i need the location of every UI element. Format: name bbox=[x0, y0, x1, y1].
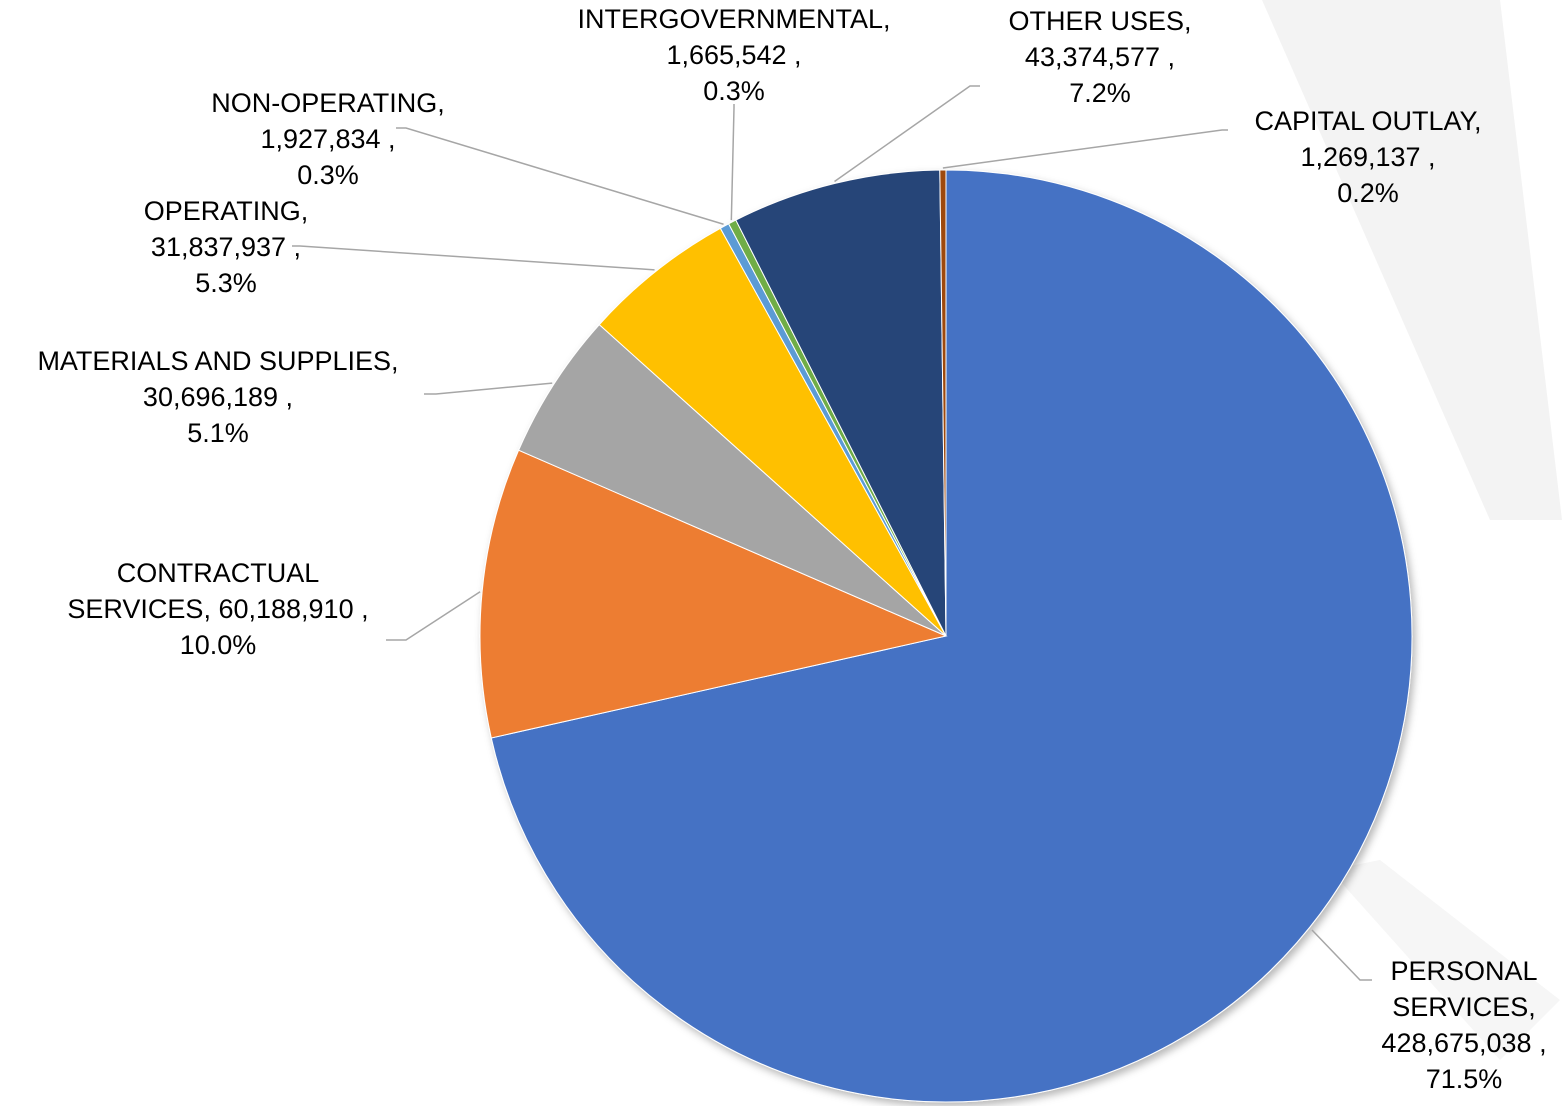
data-label-line: 0.2% bbox=[1337, 178, 1399, 208]
data-label-line: PERSONAL bbox=[1390, 956, 1537, 986]
data-label-line: 10.0% bbox=[180, 630, 257, 660]
data-label-line: NON-OPERATING, bbox=[211, 88, 445, 118]
data-label-line: 1,269,137 , bbox=[1300, 142, 1435, 172]
data-label-line: 7.2% bbox=[1069, 78, 1131, 108]
data-label-personal-services: PERSONAL SERVICES, 428,675,038 , 71.5% bbox=[1381, 956, 1546, 1094]
data-label-line: 71.5% bbox=[1426, 1064, 1503, 1094]
pie-slice-capital-outlay bbox=[939, 169, 947, 637]
data-label-line: 30,696,189 , bbox=[143, 382, 293, 412]
data-labels-layer: PERSONAL SERVICES, 428,675,038 , 71.5% CONTR… bbox=[37, 4, 1546, 1094]
data-label-line: MATERIALS AND SUPPLIES, bbox=[37, 346, 398, 376]
leader-lines-layer bbox=[292, 85, 1372, 981]
pie-slice-other-uses bbox=[735, 169, 947, 637]
leader-line-contractual-services bbox=[386, 591, 481, 641]
data-label-capital-outlay: CAPITAL OUTLAY, 1,269,137 , 0.2% bbox=[1254, 106, 1481, 208]
leader-line-capital-outlay bbox=[942, 129, 1228, 169]
data-label-line: 0.3% bbox=[297, 160, 359, 190]
data-label-line: SERVICES, bbox=[1392, 992, 1536, 1022]
data-label-line: SERVICES, 60,188,910 , bbox=[67, 594, 368, 624]
watermark-shape-lower bbox=[1330, 860, 1560, 1060]
leader-line-non-operating bbox=[396, 127, 724, 225]
data-label-line: CAPITAL OUTLAY, bbox=[1254, 106, 1481, 136]
data-label-contractual-services: CONTRACTUAL SERVICES, 60,188,910 , 10.0% bbox=[67, 558, 368, 660]
data-label-line: 1,927,834 , bbox=[260, 124, 395, 154]
leader-line-materials-and-supplies bbox=[424, 382, 553, 395]
data-label-operating: OPERATING, 31,837,937 , 5.3% bbox=[144, 196, 309, 298]
pie-slice-materials-and-supplies bbox=[517, 323, 947, 637]
leader-line-intergovernmental bbox=[730, 104, 735, 221]
data-label-line: INTERGOVERNMENTAL, bbox=[577, 4, 890, 34]
pie-slice-operating bbox=[598, 227, 947, 637]
data-label-line: CONTRACTUAL bbox=[117, 558, 320, 588]
data-label-line: 43,374,577 , bbox=[1025, 42, 1175, 72]
data-label-line: OTHER USES, bbox=[1008, 6, 1191, 36]
data-label-materials-and-supplies: MATERIALS AND SUPPLIES, 30,696,189 , 5.1% bbox=[37, 346, 398, 448]
leader-line-personal-services bbox=[1311, 929, 1372, 981]
data-label-line: 5.3% bbox=[195, 268, 257, 298]
leader-line-other-uses bbox=[834, 85, 980, 183]
watermark-shape bbox=[1262, 0, 1562, 520]
data-label-intergovernmental: INTERGOVERNMENTAL, 1,665,542 , 0.3% bbox=[577, 4, 890, 106]
slices-layer bbox=[479, 169, 1413, 1103]
data-label-line: OPERATING, bbox=[144, 196, 309, 226]
data-label-other-uses: OTHER USES, 43,374,577 , 7.2% bbox=[1008, 6, 1191, 108]
data-label-line: 31,837,937 , bbox=[151, 232, 301, 262]
data-label-line: 5.1% bbox=[187, 418, 249, 448]
pie-slice-personal-services bbox=[490, 169, 1413, 1103]
data-label-line: 1,665,542 , bbox=[666, 40, 801, 70]
leader-line-operating bbox=[292, 245, 655, 271]
data-label-line: 428,675,038 , bbox=[1381, 1028, 1546, 1058]
data-label-line: 0.3% bbox=[703, 76, 765, 106]
data-label-non-operating: NON-OPERATING, 1,927,834 , 0.3% bbox=[211, 88, 445, 190]
pie-slice-contractual-services bbox=[479, 449, 948, 739]
